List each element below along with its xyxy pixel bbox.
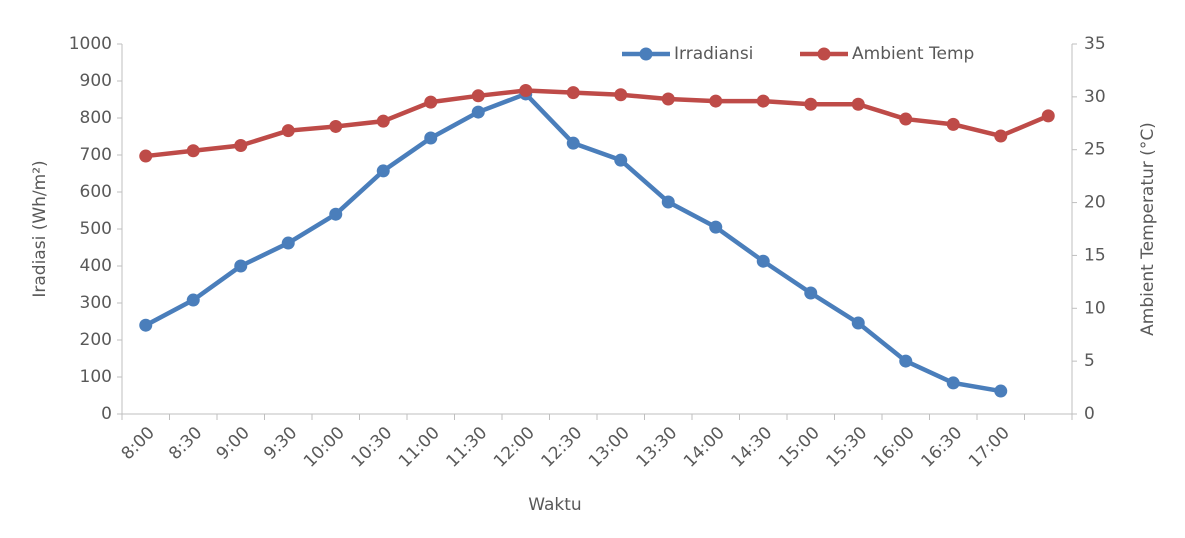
x-tick-label: 9:00: [213, 423, 254, 464]
data-point: [756, 94, 770, 108]
data-point: [899, 112, 913, 126]
x-tick-label: 12:00: [490, 423, 539, 472]
x-tick-label: 17:00: [965, 423, 1014, 472]
y2-tick-label: 30: [1084, 87, 1106, 107]
data-point: [899, 354, 913, 368]
x-tick-label: 16:30: [918, 423, 967, 472]
x-tick-label: 15:00: [775, 423, 824, 472]
x-axis-label: Waktu: [528, 495, 581, 515]
data-point: [329, 207, 343, 221]
x-tick-label: 8:00: [118, 423, 159, 464]
x-tick-label: 11:00: [395, 423, 444, 472]
legend-label: Ambient Temp: [852, 44, 974, 64]
data-point: [186, 293, 200, 307]
data-point: [281, 124, 295, 138]
series-line: [145, 88, 1050, 159]
data-point: [376, 114, 390, 128]
data-point: [661, 92, 675, 106]
data-point: [329, 119, 343, 133]
data-point: [186, 144, 200, 158]
data-point: [281, 236, 295, 250]
data-point: [471, 105, 485, 119]
data-point: [661, 195, 675, 209]
data-point: [566, 136, 580, 150]
y-tick-label: 700: [80, 145, 112, 165]
y-tick-label: 400: [80, 256, 112, 276]
y-tick-label: 600: [80, 182, 112, 202]
y-tick-label: 1000: [69, 34, 112, 54]
y2-tick-label: 5: [1084, 351, 1095, 371]
data-point: [804, 286, 818, 300]
data-point: [709, 94, 723, 108]
data-point: [566, 86, 580, 100]
x-tick-label: 13:00: [585, 423, 634, 472]
data-point: [709, 220, 723, 234]
data-point: [376, 164, 390, 178]
data-point: [994, 129, 1008, 143]
x-tick-label: 12:30: [538, 423, 587, 472]
legend-marker: [639, 47, 653, 61]
data-point: [851, 97, 865, 111]
x-tick-label: 8:30: [165, 423, 206, 464]
x-tick-label: 13:30: [633, 423, 682, 472]
data-point: [614, 153, 628, 167]
y-tick-label: 800: [80, 108, 112, 128]
x-tick-label: 14:00: [680, 423, 729, 472]
y-tick-label: 0: [101, 404, 112, 424]
data-point: [851, 316, 865, 330]
data-point: [139, 318, 153, 332]
y2-tick-label: 15: [1084, 245, 1106, 265]
data-point: [139, 149, 153, 163]
data-point: [946, 117, 960, 131]
data-point: [994, 384, 1008, 398]
y2-tick-label: 35: [1084, 34, 1106, 54]
data-point: [519, 84, 533, 98]
y-tick-label: 100: [80, 367, 112, 387]
x-tick-label: 16:00: [870, 423, 919, 472]
x-tick-label: 10:30: [348, 423, 397, 472]
y2-axis-label: Ambient Temperatur (°C): [1138, 122, 1158, 336]
y2-tick-label: 0: [1084, 404, 1095, 424]
y-axis-label: Iradiasi (Wh/m²): [30, 160, 50, 297]
data-point: [424, 131, 438, 145]
x-tick-label: 10:00: [300, 423, 349, 472]
data-point: [424, 95, 438, 109]
y2-tick-label: 10: [1084, 298, 1106, 318]
data-point: [946, 376, 960, 390]
x-tick-label: 15:30: [823, 423, 872, 472]
data-point: [234, 138, 248, 152]
y2-tick-label: 20: [1084, 193, 1106, 213]
data-point: [804, 97, 818, 111]
legend-label: Irradiansi: [674, 44, 753, 64]
y-tick-label: 900: [80, 71, 112, 91]
x-tick-label: 14:30: [728, 423, 777, 472]
data-point: [471, 89, 485, 103]
y-tick-label: 500: [80, 219, 112, 239]
y-tick-label: 200: [80, 330, 112, 350]
x-tick-label: 11:30: [443, 423, 492, 472]
legend-marker: [817, 47, 831, 61]
data-point: [756, 254, 770, 268]
y-tick-label: 300: [80, 293, 112, 313]
data-point: [614, 88, 628, 102]
y2-tick-label: 25: [1084, 140, 1106, 160]
data-point: [1041, 109, 1055, 123]
x-tick-label: 9:30: [260, 423, 301, 464]
data-point: [234, 259, 248, 273]
